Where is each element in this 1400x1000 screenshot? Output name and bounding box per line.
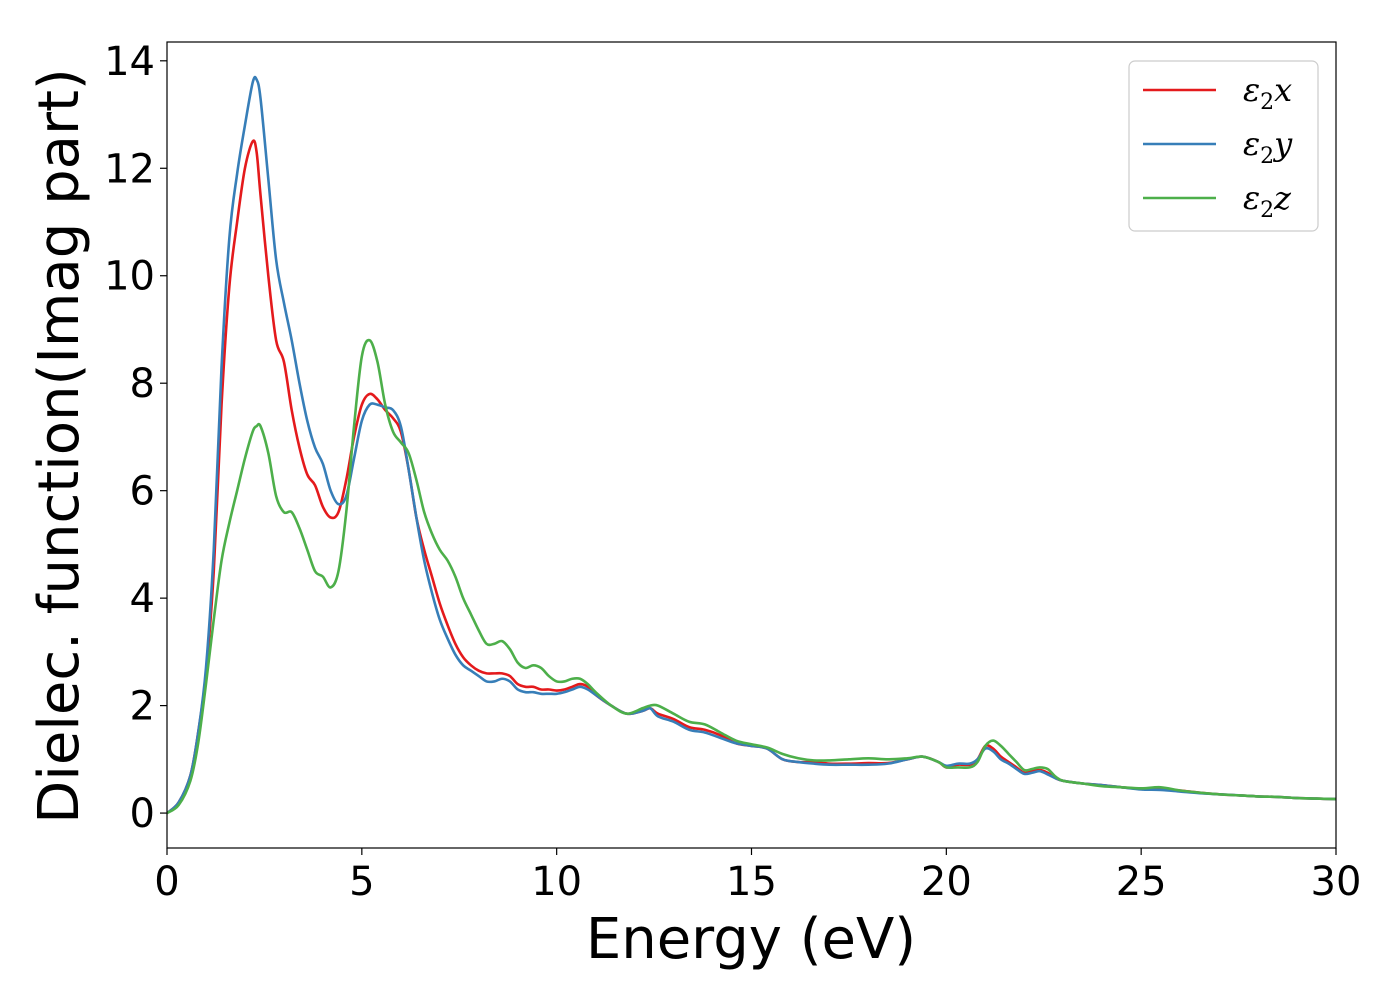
series-line-z: [167, 338, 1336, 815]
y-tick-label: 6: [130, 469, 155, 515]
y-tick-label: 0: [130, 791, 155, 837]
x-tick-label: 25: [1116, 859, 1167, 905]
x-tick-label: 10: [531, 859, 582, 905]
legend-label-y: ε2y: [1243, 125, 1293, 169]
y-tick-label: 8: [130, 361, 155, 407]
series-line-y: [167, 75, 1336, 815]
legend-label-x: ε2x: [1243, 71, 1292, 115]
x-tick-label: 30: [1311, 859, 1362, 905]
y-tick-label: 12: [104, 146, 155, 192]
legend-box: [1128, 60, 1319, 232]
x-tick-label: 20: [921, 859, 972, 905]
y-axis-label: Dielec. function(Imag part): [27, 68, 92, 824]
x-tick-label: 15: [726, 859, 777, 905]
series-line-x: [167, 139, 1336, 815]
x-axis-label: Energy (eV): [586, 907, 916, 972]
x-tick-label: 5: [349, 859, 374, 905]
legend-label-z: ε2z: [1243, 179, 1292, 223]
y-tick-label: 10: [104, 254, 155, 300]
y-tick-label: 4: [130, 576, 155, 622]
y-tick-label: 14: [104, 39, 155, 85]
y-tick-label: 2: [130, 684, 155, 730]
x-tick-label: 0: [154, 859, 179, 905]
